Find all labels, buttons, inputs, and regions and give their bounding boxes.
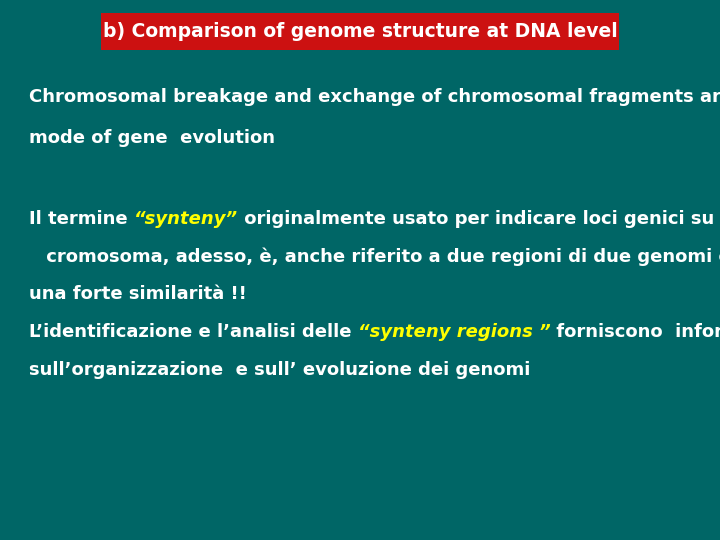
Text: mode of gene  evolution: mode of gene evolution [29, 129, 275, 147]
Text: sull’organizzazione  e sull’ evoluzione dei genomi: sull’organizzazione e sull’ evoluzione d… [29, 361, 530, 379]
Text: forniscono  informazioni: forniscono informazioni [550, 323, 720, 341]
Text: Chromosomal breakage and exchange of chromosomal fragments are common: Chromosomal breakage and exchange of chr… [29, 88, 720, 106]
Text: cromosoma, adesso, è, anche riferito a due regioni di due genomi che mostrano: cromosoma, adesso, è, anche riferito a d… [40, 247, 720, 266]
FancyBboxPatch shape [101, 13, 619, 50]
Text: originalmente usato per indicare loci genici su uno stesso: originalmente usato per indicare loci ge… [238, 210, 720, 228]
Text: b) Comparison of genome structure at DNA level: b) Comparison of genome structure at DNA… [103, 22, 617, 41]
Text: Il termine: Il termine [29, 210, 134, 228]
Text: “synteny”: “synteny” [134, 210, 238, 228]
Text: una forte similarità !!: una forte similarità !! [29, 285, 246, 303]
Text: “synteny regions ”: “synteny regions ” [358, 323, 550, 341]
Text: L’identificazione e l’analisi delle: L’identificazione e l’analisi delle [29, 323, 358, 341]
